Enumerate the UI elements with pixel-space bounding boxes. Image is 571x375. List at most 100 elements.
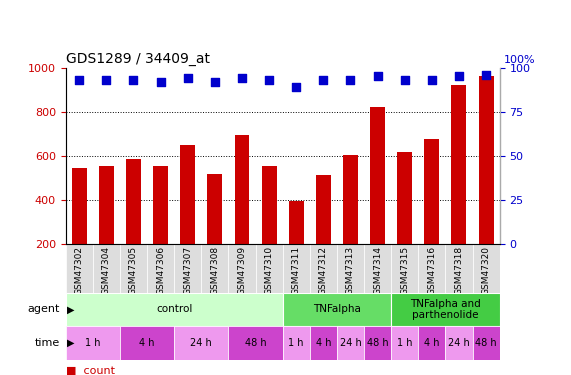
FancyBboxPatch shape (391, 292, 500, 326)
Bar (343, 154, 358, 288)
Text: GSM47315: GSM47315 (400, 246, 409, 296)
Bar (316, 176, 331, 288)
Text: 48 h: 48 h (475, 338, 497, 348)
Bar (180, 145, 195, 288)
Text: TNFalpha: TNFalpha (313, 304, 361, 314)
Text: time: time (35, 338, 60, 348)
Text: GSM47305: GSM47305 (129, 246, 138, 296)
Text: GSM47320: GSM47320 (481, 246, 490, 295)
Text: GSM47313: GSM47313 (346, 246, 355, 296)
Text: GSM47316: GSM47316 (427, 246, 436, 296)
FancyBboxPatch shape (337, 326, 364, 360)
FancyBboxPatch shape (283, 326, 309, 360)
FancyBboxPatch shape (120, 244, 147, 292)
FancyBboxPatch shape (255, 244, 283, 292)
FancyBboxPatch shape (445, 244, 473, 292)
Text: ■  count: ■ count (66, 366, 115, 375)
Text: GSM47310: GSM47310 (264, 246, 274, 296)
Text: GSM47304: GSM47304 (102, 246, 111, 295)
Point (238, 75, 247, 81)
Point (102, 77, 111, 83)
Bar (126, 159, 141, 288)
Point (373, 74, 382, 80)
Text: GDS1289 / 34409_at: GDS1289 / 34409_at (66, 53, 210, 66)
Text: GSM47307: GSM47307 (183, 246, 192, 296)
FancyBboxPatch shape (93, 244, 120, 292)
Text: GSM47306: GSM47306 (156, 246, 165, 296)
Bar (153, 165, 168, 288)
Bar (235, 135, 250, 288)
Text: GSM47318: GSM47318 (455, 246, 464, 296)
Bar (72, 168, 87, 288)
Text: 4 h: 4 h (139, 338, 155, 348)
Text: GSM47312: GSM47312 (319, 246, 328, 295)
Bar (262, 165, 276, 288)
Point (481, 72, 490, 78)
Text: control: control (156, 304, 192, 314)
Point (346, 77, 355, 83)
FancyBboxPatch shape (445, 326, 473, 360)
Text: 4 h: 4 h (316, 338, 331, 348)
Point (319, 77, 328, 83)
Point (183, 75, 192, 81)
Point (156, 79, 165, 85)
Point (400, 77, 409, 83)
FancyBboxPatch shape (473, 326, 500, 360)
Bar (370, 107, 385, 288)
Text: agent: agent (27, 304, 60, 314)
Bar (289, 201, 304, 288)
FancyBboxPatch shape (228, 326, 283, 360)
Point (75, 77, 84, 83)
Text: 48 h: 48 h (367, 338, 388, 348)
Bar (478, 76, 493, 288)
Bar (397, 152, 412, 288)
FancyBboxPatch shape (66, 326, 120, 360)
Text: TNFalpha and
parthenolide: TNFalpha and parthenolide (410, 298, 481, 320)
FancyBboxPatch shape (174, 244, 202, 292)
Bar (99, 165, 114, 288)
FancyBboxPatch shape (147, 244, 174, 292)
FancyBboxPatch shape (364, 326, 391, 360)
Bar (452, 85, 467, 288)
FancyBboxPatch shape (364, 244, 391, 292)
Point (455, 74, 464, 80)
Text: 100%: 100% (504, 55, 536, 65)
FancyBboxPatch shape (66, 292, 283, 326)
FancyBboxPatch shape (337, 244, 364, 292)
FancyBboxPatch shape (283, 244, 309, 292)
FancyBboxPatch shape (309, 326, 337, 360)
FancyBboxPatch shape (309, 244, 337, 292)
FancyBboxPatch shape (66, 244, 93, 292)
FancyBboxPatch shape (202, 244, 228, 292)
Text: ▶: ▶ (67, 338, 74, 348)
FancyBboxPatch shape (391, 326, 418, 360)
Text: ▶: ▶ (67, 304, 74, 314)
Bar (207, 174, 222, 288)
Text: 4 h: 4 h (424, 338, 440, 348)
Text: 48 h: 48 h (245, 338, 266, 348)
FancyBboxPatch shape (473, 244, 500, 292)
FancyBboxPatch shape (418, 326, 445, 360)
Text: GSM47314: GSM47314 (373, 246, 382, 295)
Point (427, 77, 436, 83)
Text: 24 h: 24 h (448, 338, 470, 348)
FancyBboxPatch shape (174, 326, 228, 360)
Text: 1 h: 1 h (85, 338, 100, 348)
Point (129, 77, 138, 83)
Point (292, 84, 301, 90)
FancyBboxPatch shape (228, 244, 255, 292)
Text: GSM47311: GSM47311 (292, 246, 301, 296)
Point (210, 79, 219, 85)
FancyBboxPatch shape (391, 244, 418, 292)
Text: 24 h: 24 h (340, 338, 361, 348)
FancyBboxPatch shape (120, 326, 174, 360)
Text: 1 h: 1 h (288, 338, 304, 348)
Text: 1 h: 1 h (397, 338, 412, 348)
Text: GSM47308: GSM47308 (210, 246, 219, 296)
FancyBboxPatch shape (283, 292, 391, 326)
Point (264, 77, 274, 83)
Text: GSM47309: GSM47309 (238, 246, 247, 296)
Text: 24 h: 24 h (190, 338, 212, 348)
FancyBboxPatch shape (418, 244, 445, 292)
Bar (424, 139, 439, 288)
